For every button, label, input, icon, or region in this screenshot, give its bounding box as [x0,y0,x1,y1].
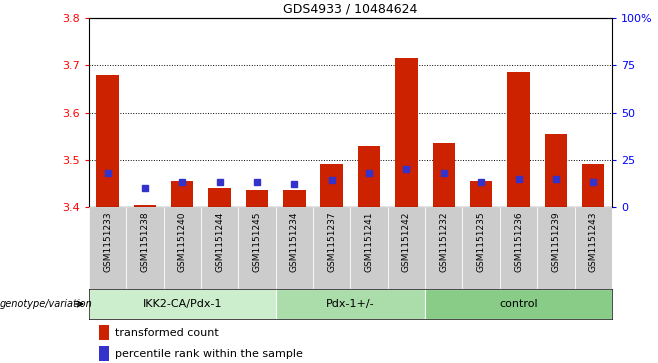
Text: GSM1151233: GSM1151233 [103,211,112,272]
Text: GSM1151242: GSM1151242 [402,211,411,272]
Text: GSM1151236: GSM1151236 [514,211,523,272]
Text: GSM1151239: GSM1151239 [551,211,561,272]
Bar [313,207,351,294]
Text: Pdx-1+/-: Pdx-1+/- [326,299,374,309]
Bar [545,134,567,207]
Bar [209,188,231,207]
Bar [89,207,126,294]
Bar [463,207,500,294]
Text: IKK2-CA/Pdx-1: IKK2-CA/Pdx-1 [143,299,222,309]
Bar [201,207,238,294]
Bar [537,207,574,294]
Bar [96,75,118,207]
Text: GSM1151245: GSM1151245 [253,211,261,272]
Bar [425,207,463,294]
Text: genotype/variation: genotype/variation [0,299,93,309]
Bar [238,207,276,294]
Bar [432,143,455,207]
Bar [425,289,612,319]
Bar [171,181,193,207]
Text: GSM1151234: GSM1151234 [290,211,299,272]
Text: GSM1151237: GSM1151237 [327,211,336,272]
Bar [320,164,343,207]
Text: percentile rank within the sample: percentile rank within the sample [115,349,303,359]
Bar [246,191,268,207]
Bar [350,207,388,294]
Bar [500,207,537,294]
Bar [574,207,612,294]
Bar [164,207,201,294]
Bar [89,289,276,319]
Bar [276,207,313,294]
Bar [99,325,109,340]
Bar [134,205,156,207]
Bar [582,164,605,207]
Text: control: control [499,299,538,309]
Bar [276,289,425,319]
Text: GSM1151235: GSM1151235 [476,211,486,272]
Text: GSM1151241: GSM1151241 [365,211,374,272]
Text: transformed count: transformed count [115,328,218,338]
Text: GSM1151240: GSM1151240 [178,211,187,272]
Bar [395,58,418,207]
Bar [470,181,492,207]
Bar [99,346,109,361]
Text: GSM1151244: GSM1151244 [215,211,224,272]
Bar [358,146,380,207]
Text: GSM1151232: GSM1151232 [440,211,448,272]
Bar [388,207,425,294]
Bar [507,73,530,207]
Text: GSM1151238: GSM1151238 [140,211,149,272]
Bar [126,207,164,294]
Text: GSM1151243: GSM1151243 [589,211,597,272]
Bar [283,191,305,207]
Title: GDS4933 / 10484624: GDS4933 / 10484624 [283,3,418,16]
